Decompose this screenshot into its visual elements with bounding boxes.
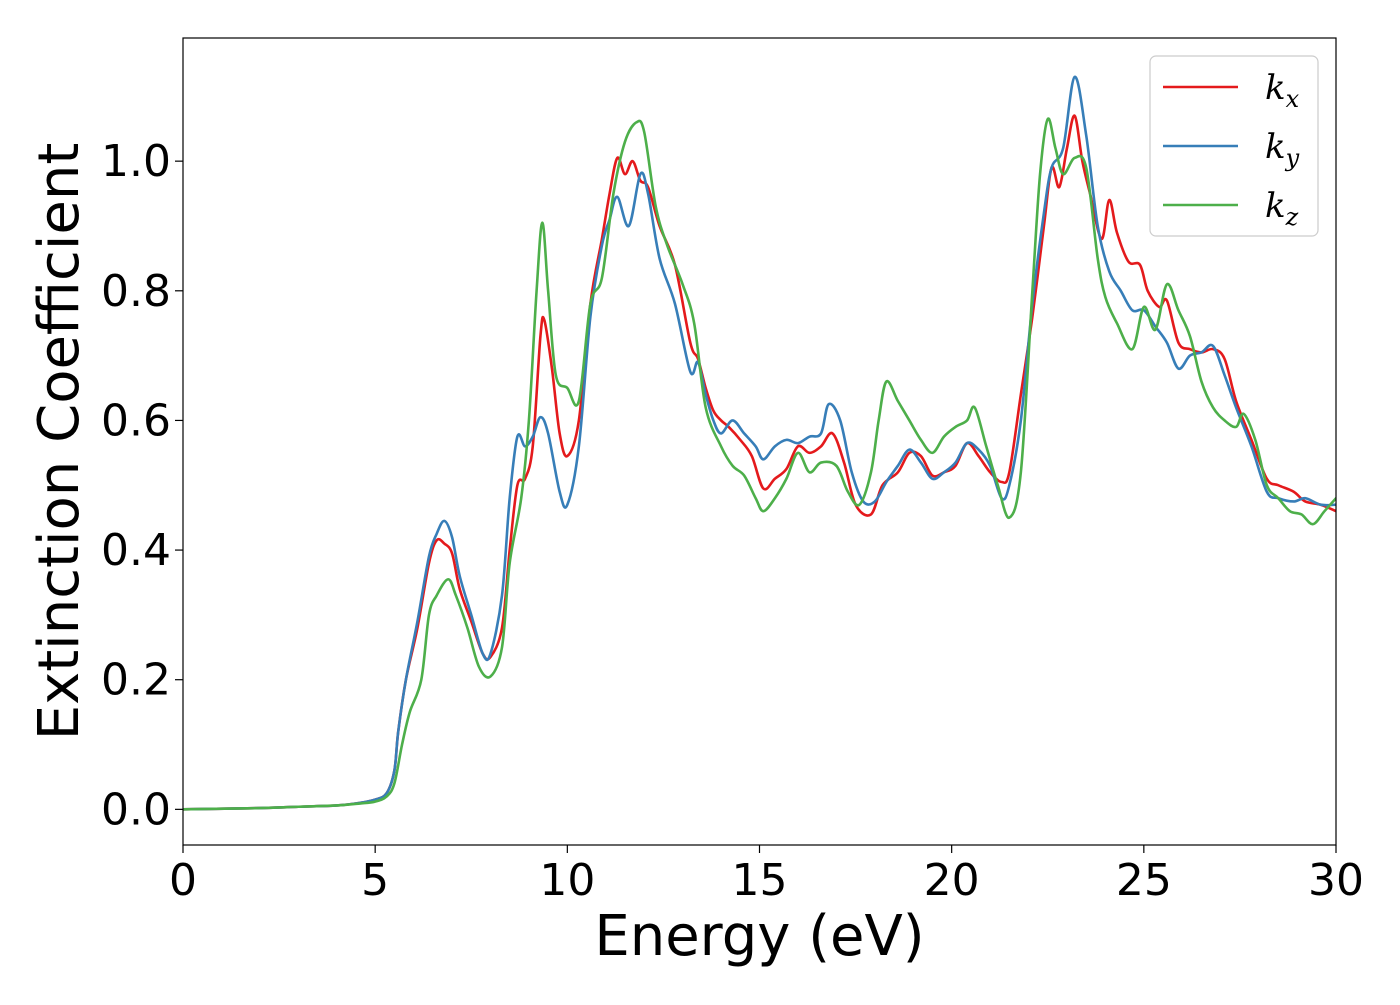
x-tick-label: 10	[539, 855, 595, 906]
x-tick-label: 15	[732, 855, 788, 906]
x-tick-label: 20	[924, 855, 980, 906]
legend-label-y: ky	[1265, 127, 1300, 172]
legend-label-x: kx	[1265, 68, 1300, 113]
series-layer	[183, 75, 1336, 811]
series-line-kz	[183, 117, 1336, 811]
x-tick-label: 25	[1116, 855, 1172, 906]
y-tick-label: 0.2	[101, 655, 171, 706]
x-tick-label: 0	[169, 855, 197, 906]
y-tick-label: 0.8	[101, 266, 171, 317]
y-tick-label: 1.0	[101, 136, 171, 187]
y-tick-label: 0.4	[101, 525, 171, 576]
x-axis-title: Energy (eV)	[594, 904, 924, 969]
y-tick-label: 0.0	[101, 784, 171, 835]
y-tick-label: 0.6	[101, 395, 171, 446]
series-line-ky	[183, 75, 1336, 811]
x-tick-label: 30	[1308, 855, 1364, 906]
x-tick-label: 5	[361, 855, 389, 906]
legend-label-z: kz	[1265, 186, 1299, 231]
y-axis-title: Extinction Coefficient	[27, 143, 92, 741]
legend: kx ky kz	[1149, 55, 1319, 237]
ticks-layer: 0 5 10 15 20 25 30 0.0 0.2 0.4 0.6 0.8 1.0	[101, 136, 1364, 906]
plot-frame	[182, 37, 1337, 846]
plot-area	[183, 38, 1336, 845]
